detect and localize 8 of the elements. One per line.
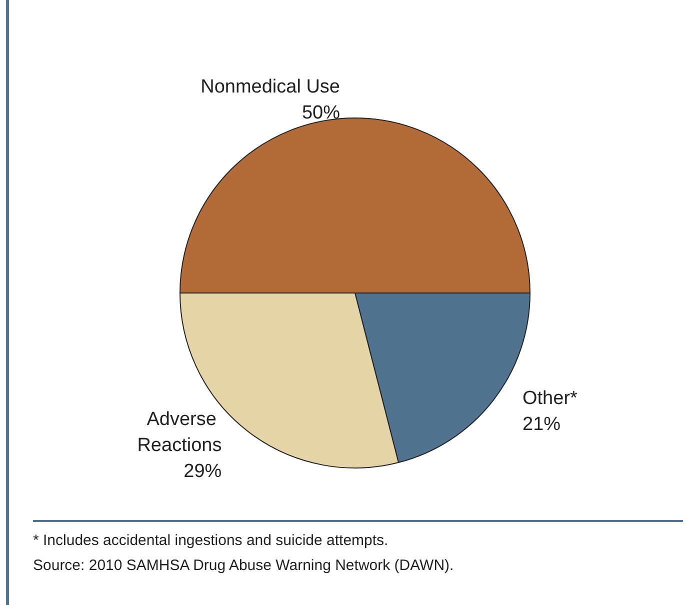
slice-label: Other* [522, 388, 578, 409]
text: * Includes accidental ingestions and suicide attempts. [33, 532, 390, 549]
slice-label: Adverse Reactions [137, 409, 222, 456]
data-label: 21% [522, 414, 561, 435]
slice-label: Nonmedical Use [200, 76, 340, 98]
data-label: 29% [184, 461, 222, 482]
data-label: 50% [302, 102, 340, 124]
source-note: Source: 2010 SAMHSA Drug Abuse Warning Network (DAWN). [33, 557, 455, 574]
